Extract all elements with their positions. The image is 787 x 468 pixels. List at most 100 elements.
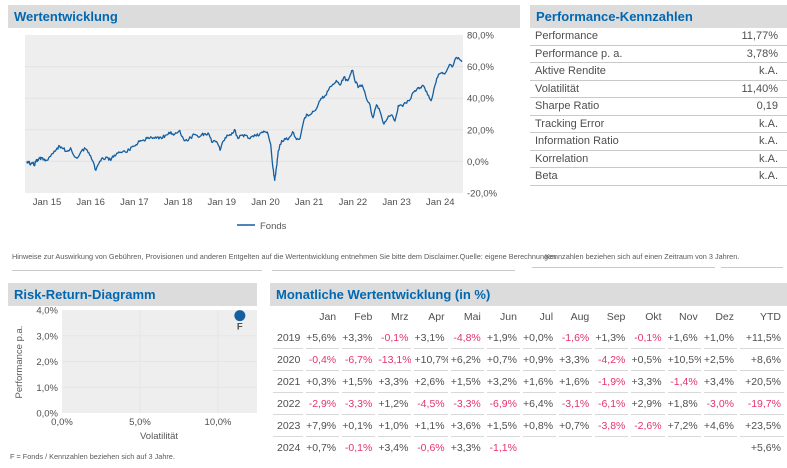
monthly-return-cell: -2,9% xyxy=(306,393,340,415)
divider xyxy=(721,267,783,268)
divider xyxy=(12,270,262,271)
metric-row: Information Ratio k.A. xyxy=(530,133,787,151)
x-tick-label: Jan 23 xyxy=(382,197,411,208)
monthly-return-cell: +0,8% xyxy=(522,415,557,437)
row-year-label: 2023 xyxy=(273,415,303,437)
metrics-period-note: Kennzahlen beziehen sich auf einen Zeitr… xyxy=(545,252,740,261)
x-tick-label: Jan 16 xyxy=(76,197,105,208)
monthly-return-cell: +1,5% xyxy=(342,371,376,393)
metric-label: Beta xyxy=(535,170,558,183)
x-tick-label: 5,0% xyxy=(129,417,151,428)
metric-row: Aktive Rendite k.A. xyxy=(530,63,787,81)
monthly-return-cell: -1,9% xyxy=(595,371,629,393)
metric-label: Korrelation xyxy=(535,152,589,165)
monthly-return-cell: +1,6% xyxy=(667,327,701,349)
monthly-return-cell: +0,1% xyxy=(342,415,376,437)
metric-label: Performance xyxy=(535,30,598,43)
scatter-gridlines xyxy=(62,310,257,413)
monthly-return-cell: -0,1% xyxy=(344,441,373,454)
monthly-return-cell: +1,0% xyxy=(703,327,737,349)
monthly-return-cell xyxy=(523,437,556,458)
monthly-return-cell: +6,2% xyxy=(450,349,484,371)
x-tick-label: Jan 18 xyxy=(164,197,193,208)
column-header: Jan xyxy=(319,310,337,323)
monthly-return-cell: +1,9% xyxy=(486,327,520,349)
y-tick-label: 60,0% xyxy=(467,62,494,73)
monthly-return-cell: +3,4% xyxy=(378,441,409,454)
monthly-return-cell: +1,5% xyxy=(486,415,520,437)
monthly-return-cell: +3,3% xyxy=(559,349,593,371)
row-year-label: 2024 xyxy=(277,441,301,454)
monthly-return-cell xyxy=(631,437,664,458)
monthly-return-cell: +3,3% xyxy=(450,441,481,454)
table-row: 2023 +7,9% +0,1% +1,0% +1,1% +3,6% +1,5% +0,8% +… xyxy=(273,415,784,437)
monthly-return-cell: +3,2% xyxy=(486,371,520,393)
y-tick-label: 2,0% xyxy=(36,357,58,368)
monthly-return-cell: +3,4% xyxy=(703,371,737,393)
section-title-wertentwicklung: Wertentwicklung xyxy=(8,5,520,28)
y-tick-label: 1,0% xyxy=(36,383,58,394)
monthly-return-cell: +23,5% xyxy=(740,415,784,437)
scatter-y-axis-ticks: 4,0% 3,0% 2,0% 1,0% 0,0% xyxy=(36,306,58,420)
metric-value: k.A. xyxy=(759,152,778,165)
chart-legend: Fonds xyxy=(237,221,287,232)
scatter-data-points: F xyxy=(234,310,246,333)
x-tick-label: Jan 21 xyxy=(295,197,324,208)
y-tick-label: 0,0% xyxy=(36,409,58,420)
y-tick-label: 40,0% xyxy=(467,94,494,105)
scatter-x-axis-label: Volatilität xyxy=(140,431,178,442)
metric-value: k.A. xyxy=(759,135,778,148)
y-tick-label: 20,0% xyxy=(467,125,494,136)
table-header-row: Jan Feb Mrz Apr Mai Jun Jul Aug Sep Okt Nov Dez YTD xyxy=(273,306,784,327)
y-tick-label: -20,0% xyxy=(467,189,498,200)
monthly-return-cell xyxy=(595,437,628,458)
monthly-return-cell: -1,1% xyxy=(489,441,517,454)
monthly-return-cell: +3,6% xyxy=(450,415,484,437)
x-tick-label: Jan 17 xyxy=(120,197,149,208)
row-year-label: 2020 xyxy=(273,349,303,371)
metric-row: Sharpe Ratio 0,19 xyxy=(530,98,787,116)
metric-label: Information Ratio xyxy=(535,135,619,148)
monthly-return-cell: -3,3% xyxy=(450,393,484,415)
metric-row: Beta k.A. xyxy=(530,168,787,186)
x-tick-label: Jan 20 xyxy=(251,197,280,208)
column-header: Sep xyxy=(606,310,626,323)
x-tick-label: 10,0% xyxy=(205,417,232,428)
column-header: Jul xyxy=(539,310,554,323)
column-header: YTD xyxy=(760,310,781,323)
risk-return-scatter-chart: 4,0% 3,0% 2,0% 1,0% 0,0% 0,0% 5,0% 10,0% F Per… xyxy=(14,306,257,442)
monthly-return-cell: -6,1% xyxy=(595,393,629,415)
monthly-return-cell: -6,7% xyxy=(342,349,376,371)
monthly-return-cell: +1,3% xyxy=(595,327,629,349)
monthly-return-cell: -4,5% xyxy=(414,393,448,415)
monthly-return-cell xyxy=(668,437,701,458)
monthly-performance-table: Jan Feb Mrz Apr Mai Jun Jul Aug Sep Okt Nov Dez YTD … xyxy=(270,306,787,458)
monthly-return-cell: -3,0% xyxy=(703,393,737,415)
monthly-return-cell: +0,5% xyxy=(631,349,665,371)
row-year-label: 2022 xyxy=(273,393,303,415)
monthly-return-cell: +20,5% xyxy=(740,371,784,393)
monthly-return-cell: -1,6% xyxy=(559,327,593,349)
metric-label: Sharpe Ratio xyxy=(535,100,600,113)
metric-value: 0,19 xyxy=(756,100,778,113)
section-title-monthly-performance: Monatliche Wertentwicklung (in %) xyxy=(270,283,787,306)
monthly-return-cell: +10,7% xyxy=(414,349,448,371)
monthly-return-cell: -1,4% xyxy=(667,371,701,393)
monthly-return-cell: +3,1% xyxy=(414,327,448,349)
column-header: Mai xyxy=(463,310,481,323)
divider xyxy=(532,267,715,268)
monthly-return-cell: +0,7% xyxy=(486,349,520,371)
monthly-return-cell: -0,1% xyxy=(631,327,665,349)
monthly-return-cell: +0,7% xyxy=(559,415,593,437)
column-header: Apr xyxy=(428,310,445,323)
x-tick-label: Jan 22 xyxy=(339,197,368,208)
monthly-return-cell: +1,5% xyxy=(450,371,484,393)
monthly-return-cell xyxy=(559,437,592,458)
column-header-year xyxy=(273,306,303,327)
chart-plot-area xyxy=(25,35,463,193)
column-header: Feb xyxy=(354,310,373,323)
risk-return-footnote: F = Fonds / Kennzahlen beziehen sich auf… xyxy=(10,452,175,461)
column-header: Jun xyxy=(500,310,517,323)
monthly-return-cell: +0,3% xyxy=(306,371,340,393)
